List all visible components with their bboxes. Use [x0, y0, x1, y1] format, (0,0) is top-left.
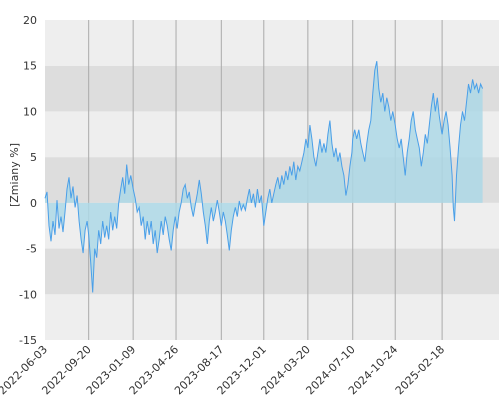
- y-tick-label: 20: [23, 14, 37, 27]
- series-line: [44, 60, 484, 293]
- y-tick-label: -5: [26, 243, 37, 256]
- background-band: [45, 202, 499, 249]
- background-band: [45, 294, 499, 340]
- y-tick-labels: 20 15 10 5 0 -5 -10 -15: [19, 14, 37, 347]
- x-tick-label: 2025-02-18: [393, 343, 447, 397]
- y-axis-title: [Zmiany %]: [8, 143, 21, 207]
- background-band: [45, 20, 499, 66]
- y-tick-label: 5: [30, 151, 37, 164]
- background-band: [45, 248, 499, 295]
- x-tick-labels: 2022-06-032022-09-202023-01-092023-04-26…: [0, 343, 447, 397]
- y-tick-label: 15: [23, 60, 37, 73]
- y-tick-label: 10: [23, 105, 37, 118]
- y-tick-label: 0: [30, 197, 37, 210]
- background-band: [45, 65, 499, 112]
- y-tick-label: -15: [19, 334, 37, 347]
- y-tick-label: -10: [19, 288, 37, 301]
